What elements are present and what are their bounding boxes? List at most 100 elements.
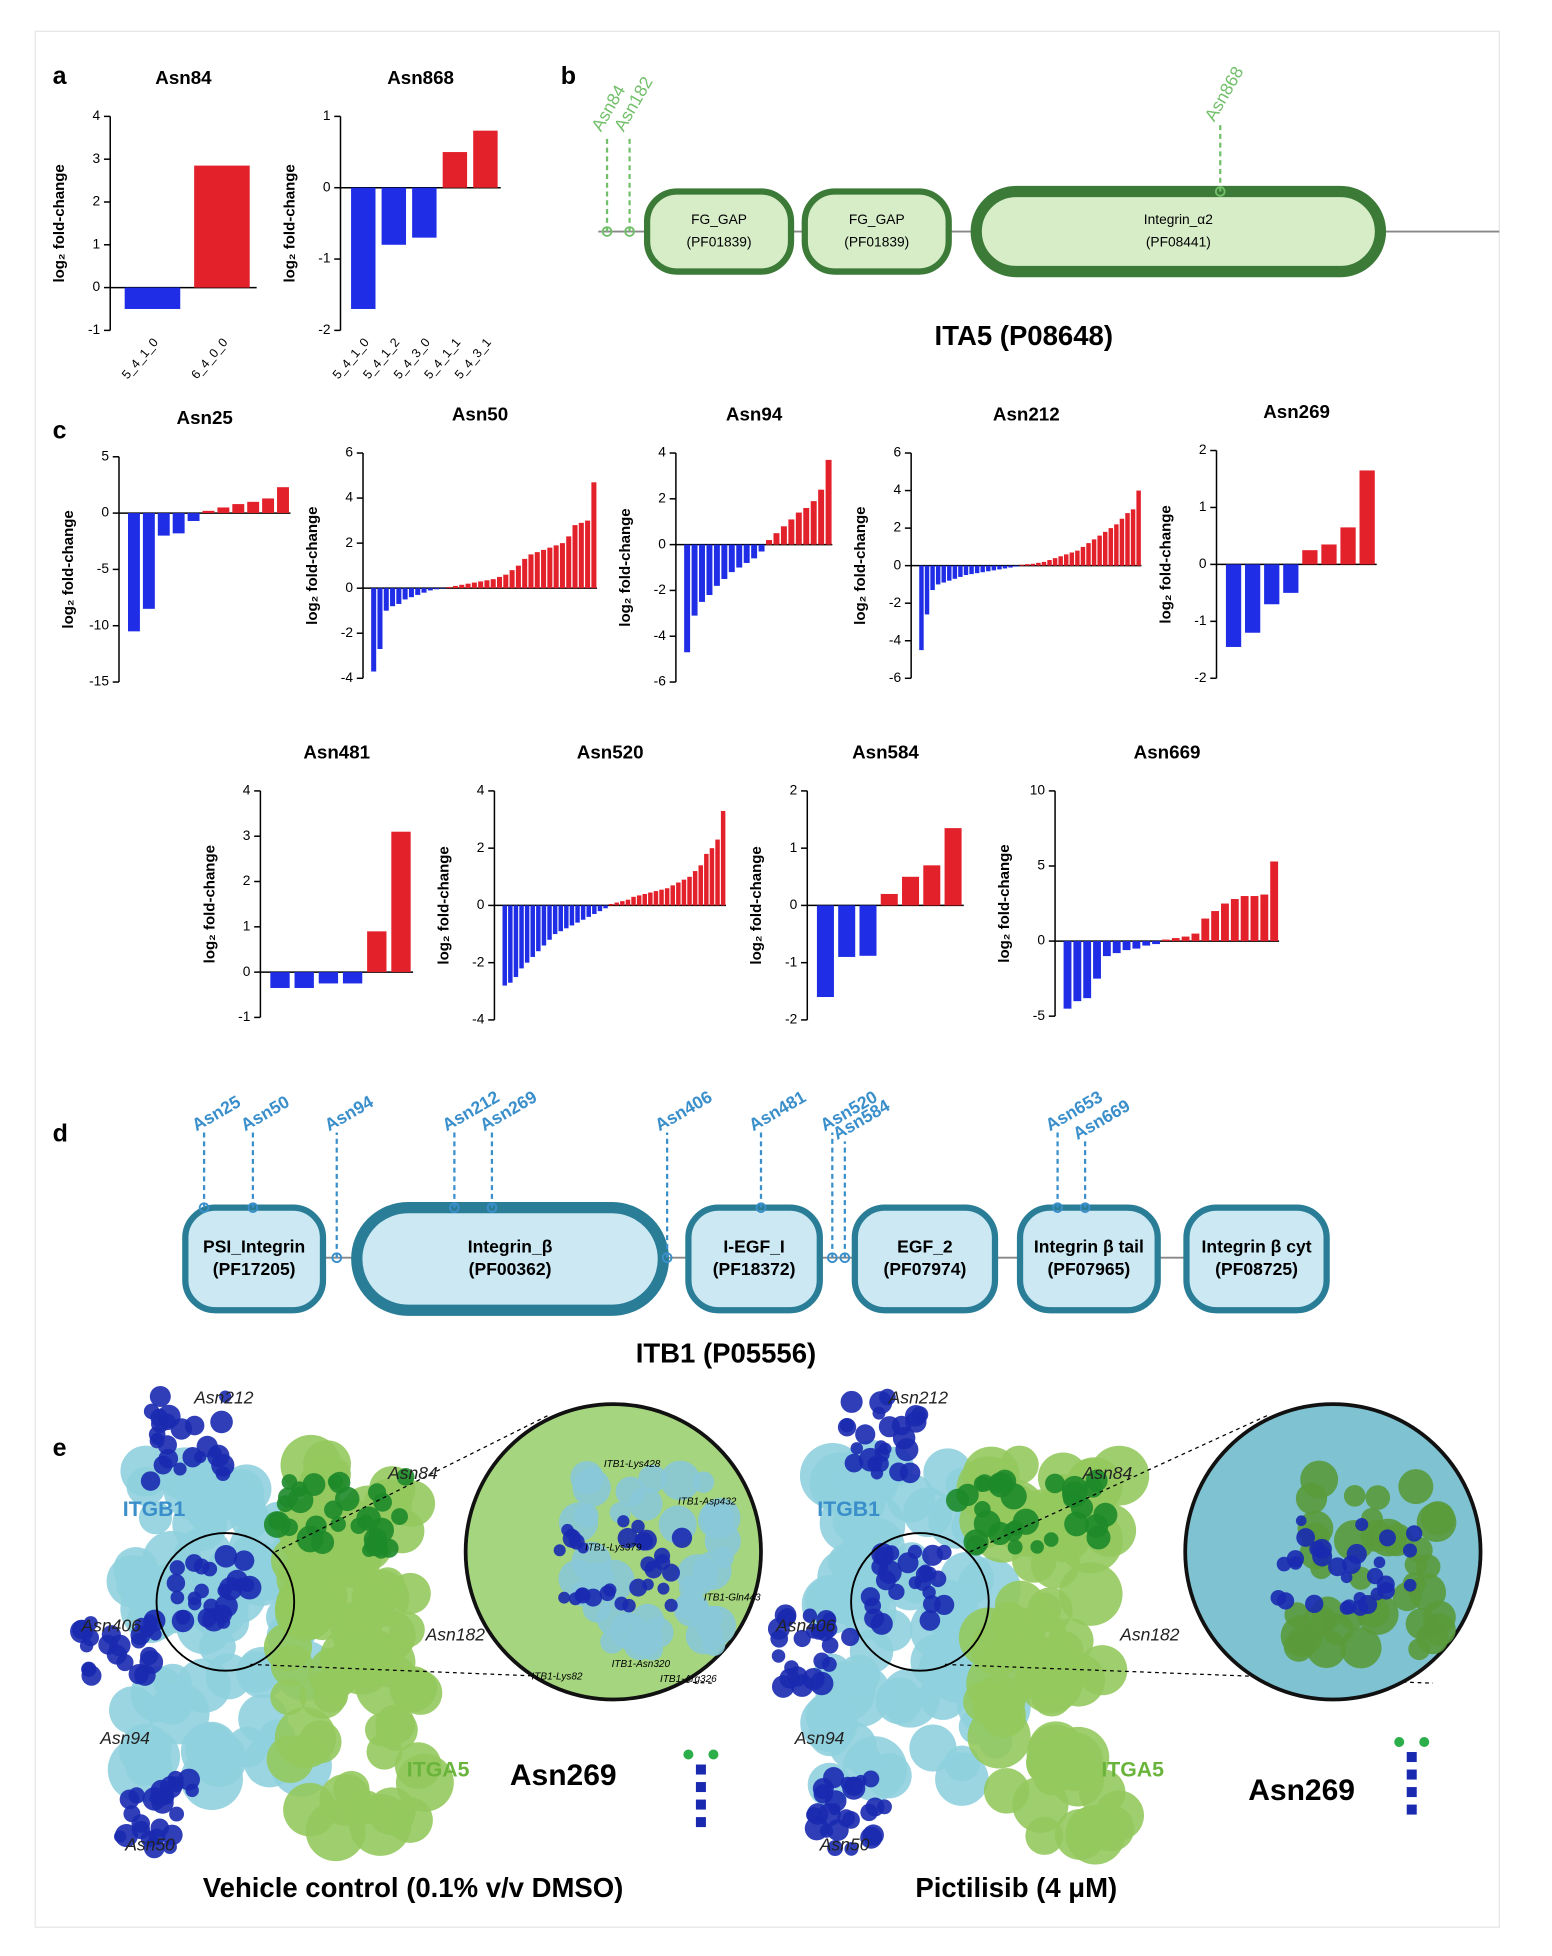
zoom-label: ITB1-Asn320	[612, 1659, 671, 1670]
domain-id: (PF08725)	[1215, 1259, 1298, 1279]
surface	[128, 1787, 145, 1804]
bar	[1283, 564, 1299, 593]
surface	[1402, 1543, 1418, 1558]
site-dot	[661, 1252, 673, 1264]
bar	[536, 905, 541, 952]
bar	[127, 513, 140, 632]
panel-label: b	[561, 62, 576, 90]
site-dot	[449, 1202, 460, 1213]
bar	[676, 882, 681, 906]
site-dot	[331, 1252, 343, 1264]
surface	[109, 1686, 157, 1735]
surface	[205, 1653, 252, 1700]
surface	[202, 1561, 218, 1577]
surface	[116, 1560, 165, 1609]
bar	[1211, 911, 1220, 942]
bar	[963, 565, 969, 576]
structure-label: Asn182	[425, 1624, 486, 1644]
surface	[170, 1590, 185, 1605]
surface	[131, 1814, 151, 1833]
surface	[263, 1511, 291, 1538]
bar	[653, 891, 659, 906]
bar	[684, 544, 691, 653]
y-tick-label: 0	[658, 536, 666, 551]
site-dot	[839, 1252, 851, 1264]
surface	[215, 1466, 231, 1482]
surface	[226, 1569, 248, 1592]
surface	[1328, 1557, 1347, 1577]
surface	[892, 1426, 916, 1450]
bar	[625, 899, 631, 906]
bar	[1097, 535, 1102, 566]
glycan-unit	[683, 1749, 694, 1760]
bar	[687, 876, 692, 906]
bar	[1245, 564, 1261, 633]
surface	[827, 1840, 844, 1857]
surface	[840, 1390, 863, 1413]
bar	[704, 853, 709, 906]
bar	[1058, 556, 1063, 566]
bar	[547, 547, 553, 589]
surface	[230, 1499, 270, 1539]
surface	[674, 1594, 701, 1620]
y-tick-label: 0	[323, 179, 331, 194]
surface	[967, 1705, 1031, 1769]
bar	[608, 903, 614, 906]
glycan-unit	[1406, 1804, 1417, 1815]
site-label: Asn868	[1200, 63, 1247, 124]
bar	[513, 905, 519, 977]
y-tick-label: 2	[345, 535, 353, 550]
bar	[522, 558, 528, 589]
domain-name: I-EGF_I	[723, 1236, 784, 1256]
bar	[1152, 941, 1161, 945]
surface	[771, 1649, 786, 1663]
y-tick-label: 1	[1199, 499, 1207, 514]
y-tick-label: -15	[89, 674, 109, 689]
bar	[1036, 562, 1041, 566]
bar	[484, 580, 490, 589]
bar	[1102, 531, 1108, 566]
bar	[720, 810, 726, 906]
bar	[519, 905, 524, 969]
bar	[591, 482, 597, 589]
bar	[1181, 936, 1190, 942]
surface	[872, 1406, 886, 1420]
domain	[643, 188, 795, 275]
surface	[660, 1460, 701, 1501]
bar	[636, 895, 642, 906]
surface	[805, 1623, 822, 1639]
glycan-unit	[1394, 1736, 1405, 1748]
bar	[709, 848, 715, 906]
surface	[266, 1735, 314, 1783]
y-tick-label: 0	[893, 557, 901, 572]
surface	[299, 1671, 347, 1719]
surface	[1007, 1519, 1024, 1536]
surface	[233, 1550, 255, 1571]
site-dot	[1052, 1202, 1063, 1213]
y-tick-label: 1	[323, 108, 331, 123]
y-axis-label: log₂ fold-change	[617, 508, 634, 626]
surface	[572, 1468, 611, 1507]
bar	[1002, 565, 1008, 569]
surface	[1416, 1502, 1457, 1543]
domain-id: (PF07974)	[884, 1259, 967, 1279]
surface	[828, 1803, 841, 1816]
x-tick-label: 6_4_0_0	[188, 335, 230, 381]
surface	[1043, 1532, 1059, 1547]
bar	[1019, 564, 1024, 566]
bar	[692, 871, 698, 906]
y-tick-label: 2	[93, 194, 101, 209]
bar	[446, 587, 452, 589]
y-axis-label: log₂ fold-change	[435, 846, 452, 964]
bar	[1240, 896, 1249, 942]
bar	[1102, 941, 1111, 957]
bar	[371, 588, 377, 672]
surface	[150, 1818, 170, 1838]
surface	[821, 1637, 839, 1654]
site-dot	[624, 226, 635, 237]
structure-label: Asn50	[124, 1834, 175, 1854]
bar	[758, 544, 765, 552]
surface	[310, 1530, 335, 1555]
surface	[629, 1578, 648, 1597]
surface	[210, 1410, 233, 1434]
